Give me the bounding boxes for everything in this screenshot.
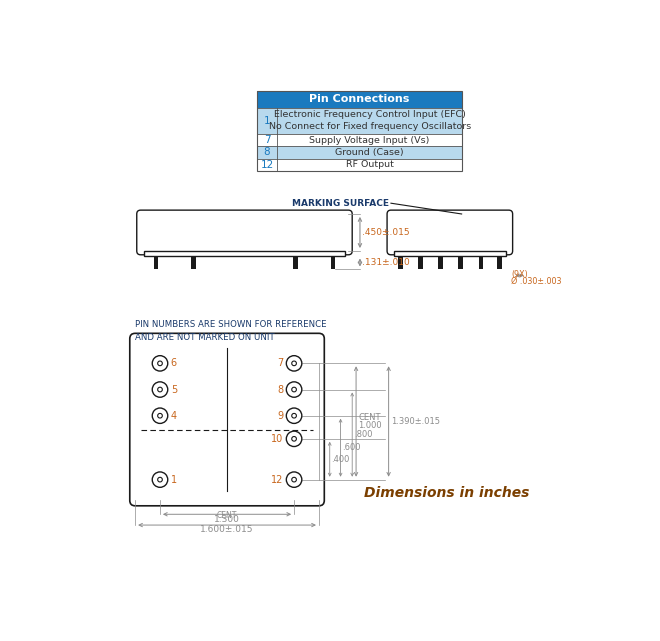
Text: CENT: CENT: [217, 510, 237, 520]
Bar: [459, 256, 463, 269]
Bar: [438, 256, 443, 269]
Text: 1.000: 1.000: [358, 421, 382, 430]
Text: MARKING SURFACE: MARKING SURFACE: [292, 199, 389, 208]
Bar: [257, 158, 277, 171]
Circle shape: [152, 382, 168, 397]
Text: 12: 12: [260, 160, 274, 170]
Circle shape: [158, 387, 162, 392]
Circle shape: [292, 413, 296, 418]
Text: 6: 6: [171, 358, 177, 369]
Bar: [257, 91, 462, 108]
Bar: [277, 108, 462, 134]
Bar: [331, 256, 335, 269]
Circle shape: [152, 356, 168, 371]
Text: 8: 8: [277, 385, 283, 395]
Text: Ground (Case): Ground (Case): [335, 148, 404, 157]
Bar: [497, 256, 502, 269]
Text: Pin Connections: Pin Connections: [310, 94, 410, 104]
Circle shape: [286, 382, 302, 397]
Text: 1.300: 1.300: [214, 515, 240, 524]
Text: 1.600±.015: 1.600±.015: [200, 525, 254, 534]
Circle shape: [292, 478, 296, 482]
FancyBboxPatch shape: [387, 210, 513, 254]
FancyBboxPatch shape: [130, 333, 324, 506]
Bar: [398, 256, 403, 269]
Bar: [154, 256, 158, 269]
Text: Dimensions in inches: Dimensions in inches: [364, 486, 529, 500]
Circle shape: [286, 356, 302, 371]
Bar: [257, 146, 277, 158]
Circle shape: [152, 408, 168, 424]
Bar: [257, 134, 277, 146]
Text: 1: 1: [263, 116, 270, 126]
Circle shape: [286, 431, 302, 447]
Text: .400: .400: [331, 454, 350, 463]
Text: .600: .600: [342, 443, 360, 452]
Bar: [478, 256, 483, 269]
Text: 9: 9: [277, 411, 283, 420]
Circle shape: [292, 361, 296, 365]
Text: PIN NUMBERS ARE SHOWN FOR REFERENCE
AND ARE NOT MARKED ON UNIT: PIN NUMBERS ARE SHOWN FOR REFERENCE AND …: [135, 320, 327, 342]
Bar: [257, 91, 462, 171]
Text: 1: 1: [171, 474, 177, 485]
Circle shape: [286, 472, 302, 487]
Text: CENT: CENT: [358, 413, 381, 422]
Circle shape: [292, 387, 296, 392]
Text: .450±.015: .450±.015: [362, 228, 410, 237]
Text: Ø .030±.003: Ø .030±.003: [511, 276, 562, 285]
Text: 10: 10: [271, 434, 283, 444]
Text: (9X): (9X): [511, 271, 528, 279]
Circle shape: [158, 478, 162, 482]
Text: 1.390±.015: 1.390±.015: [391, 417, 440, 426]
Text: 12: 12: [271, 474, 283, 485]
Bar: [394, 251, 506, 256]
Circle shape: [286, 408, 302, 424]
Text: Supply Voltage Input (Vs): Supply Voltage Input (Vs): [310, 135, 430, 145]
Text: 5: 5: [171, 385, 177, 395]
Text: Electronic Frequency Control Input (EFC)
No Connect for Fixed frequency Oscillat: Electronic Frequency Control Input (EFC)…: [269, 110, 471, 131]
Text: 7: 7: [277, 358, 283, 369]
Bar: [191, 256, 195, 269]
Bar: [144, 251, 345, 256]
Bar: [293, 256, 298, 269]
Circle shape: [152, 472, 168, 487]
Bar: [418, 256, 422, 269]
Circle shape: [158, 361, 162, 365]
Text: .800: .800: [354, 430, 372, 439]
Circle shape: [292, 437, 296, 441]
FancyBboxPatch shape: [137, 210, 352, 254]
Bar: [277, 134, 462, 146]
Circle shape: [158, 413, 162, 418]
Text: RF Output: RF Output: [346, 160, 393, 169]
Text: .131±.010: .131±.010: [362, 258, 410, 267]
Text: 4: 4: [171, 411, 177, 420]
Bar: [277, 146, 462, 158]
Text: 7: 7: [263, 135, 270, 145]
Bar: [277, 158, 462, 171]
Bar: [257, 108, 277, 134]
Text: 8: 8: [263, 147, 270, 158]
